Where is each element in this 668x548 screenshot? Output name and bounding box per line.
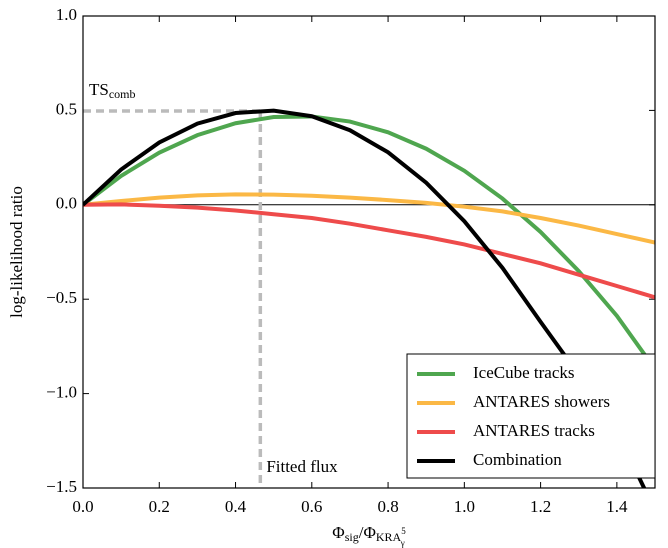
x-label-part: sig (345, 530, 359, 544)
x-label-part: γ (400, 538, 405, 548)
plot-frame (82, 15, 656, 489)
x-label-part: 5 (401, 526, 406, 536)
x-tick-label: 1.2 (530, 497, 551, 516)
x-tick-label: 1.0 (454, 497, 475, 516)
ts-label: TS (89, 80, 109, 99)
x-tick-label: 1.4 (606, 497, 628, 516)
series-line (83, 192, 655, 245)
series-line (83, 108, 647, 488)
fitted-flux-label: Fitted flux (266, 457, 338, 476)
x-tick-label: 0.4 (225, 497, 247, 516)
ts-subscript: comb (109, 87, 136, 101)
ts-annotation: TScomb (89, 80, 136, 101)
legend-label: ANTARES showers (473, 392, 610, 411)
y-axis-label: log-likelihood ratio (7, 186, 26, 318)
y-tick-label: −1.0 (46, 383, 77, 402)
x-tick-label: 0.6 (301, 497, 322, 516)
x-label-part: KRA (376, 530, 402, 544)
legend-label: IceCube tracks (473, 363, 574, 382)
x-tick-label: 0.0 (72, 497, 93, 516)
y-tick-label: −0.5 (46, 288, 77, 307)
y-tick-label: 0.5 (56, 99, 77, 118)
y-tick-label: −1.5 (46, 477, 77, 496)
x-label-part: Φ (332, 523, 344, 542)
y-tick-label: 0.0 (56, 194, 77, 213)
series-line (83, 114, 655, 371)
x-axis-label: Φsig/ΦKRA5 γ (332, 523, 406, 548)
x-tick-label: 0.8 (377, 497, 398, 516)
legend-label: ANTARES tracks (473, 421, 595, 440)
x-label-part: /Φ (359, 523, 376, 542)
legend-label: Combination (473, 450, 562, 469)
x-tick-label: 0.2 (149, 497, 170, 516)
y-tick-label: 1.0 (56, 5, 77, 24)
series-line (83, 202, 655, 300)
